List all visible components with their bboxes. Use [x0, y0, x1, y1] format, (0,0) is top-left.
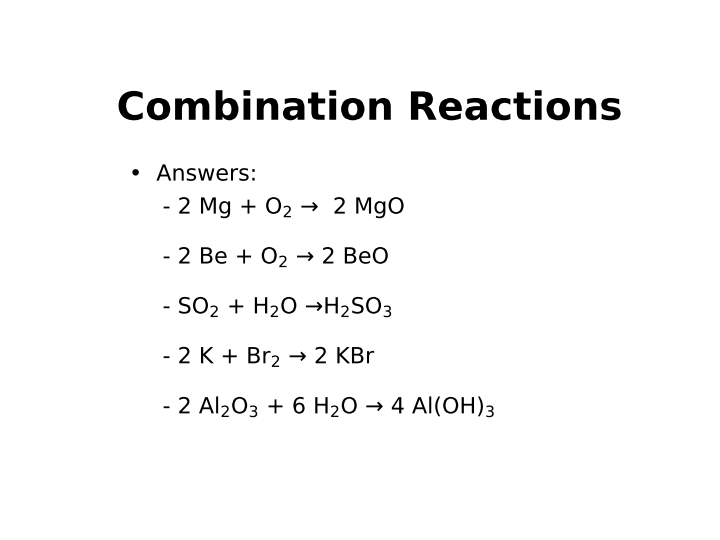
Text: Combination Reactions: Combination Reactions: [117, 90, 621, 128]
Text: - 2 K + Br$_2$ → 2 KBr: - 2 K + Br$_2$ → 2 KBr: [163, 346, 377, 369]
Text: - 2 Al$_2$O$_3$ + 6 H$_2$O → 4 Al(OH)$_3$: - 2 Al$_2$O$_3$ + 6 H$_2$O → 4 Al(OH)$_3…: [163, 395, 496, 419]
Text: - 2 Be + O$_2$ → 2 BeO: - 2 Be + O$_2$ → 2 BeO: [163, 246, 390, 269]
Text: - 2 Mg + O$_2$ →  2 MgO: - 2 Mg + O$_2$ → 2 MgO: [163, 196, 406, 220]
Text: •  Answers:: • Answers:: [129, 165, 258, 185]
Text: - SO$_2$ + H$_2$O →H$_2$SO$_3$: - SO$_2$ + H$_2$O →H$_2$SO$_3$: [163, 295, 393, 319]
